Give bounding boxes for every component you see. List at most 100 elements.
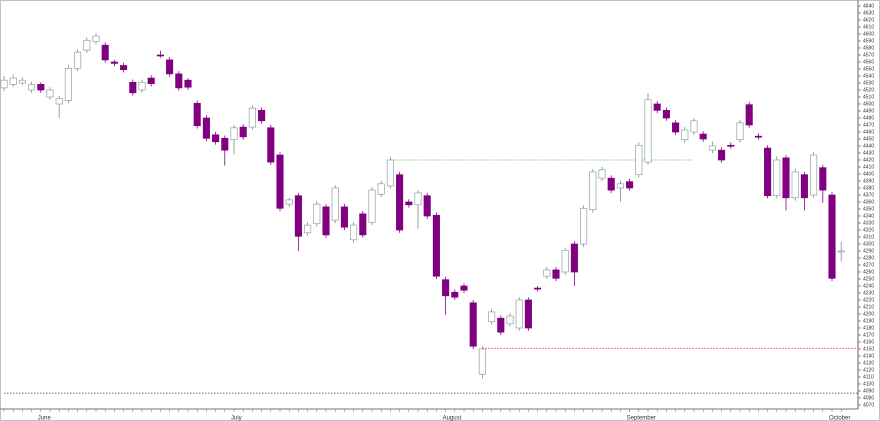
candle-body (534, 287, 542, 290)
candle-body (368, 189, 376, 223)
y-tick-label: 4160 (863, 339, 874, 345)
candle-body (313, 203, 321, 225)
candle-body (37, 84, 45, 91)
y-tick-label: 4300 (863, 241, 874, 247)
y-tick-label: 4210 (863, 304, 874, 310)
y-tick-label: 4550 (863, 66, 874, 72)
y-tick-label: 4340 (863, 213, 874, 219)
y-tick-label: 4120 (863, 367, 874, 373)
y-tick-label: 4630 (863, 10, 874, 16)
y-tick-label: 4190 (863, 318, 874, 324)
y-tick-label: 4070 (863, 402, 874, 408)
y-tick-label: 4110 (863, 374, 874, 380)
candle-body (304, 224, 312, 234)
y-tick-label: 4100 (863, 381, 874, 387)
y-tick-label: 4590 (863, 38, 874, 44)
candle-body (460, 285, 468, 291)
y-tick-label: 4360 (863, 199, 874, 205)
candle-body (644, 99, 652, 163)
y-tick-label: 4240 (863, 283, 874, 289)
y-tick-label: 4440 (863, 143, 874, 149)
candle-body (708, 145, 716, 151)
candle-body (166, 59, 174, 75)
candle-body (690, 120, 698, 133)
candle-body (331, 187, 339, 221)
candle-body (497, 317, 505, 333)
y-tick-label: 4260 (863, 269, 874, 275)
candle-body (718, 149, 726, 161)
candle-body (635, 144, 643, 176)
y-tick-label: 4290 (863, 248, 874, 254)
candle-body (230, 127, 238, 141)
y-tick-label: 4150 (863, 346, 874, 352)
candle-body (754, 135, 762, 138)
y-tick-label: 4380 (863, 185, 874, 191)
candle-body (258, 109, 266, 122)
candle-body (193, 102, 201, 127)
y-tick-label: 4140 (863, 353, 874, 359)
candle-body (828, 194, 836, 279)
y-tick-label: 4430 (863, 150, 874, 156)
candle-body (46, 89, 54, 98)
y-tick-label: 4200 (863, 311, 874, 317)
y-tick-label: 4170 (863, 332, 874, 338)
y-tick-label: 4640 (863, 3, 874, 9)
candle-body (423, 195, 431, 217)
candle-body (396, 174, 404, 231)
y-tick-label: 4540 (863, 73, 874, 79)
candle-body (626, 181, 634, 189)
candle-body (120, 65, 128, 71)
candle-body (74, 51, 82, 69)
candle-body (267, 127, 275, 163)
candle-body (101, 44, 109, 61)
y-tick-label: 4230 (863, 290, 874, 296)
y-tick-label: 4390 (863, 178, 874, 184)
candle-body (810, 154, 818, 196)
y-tick-label: 4080 (863, 395, 874, 401)
candle-body (276, 154, 284, 209)
y-tick-label: 4600 (863, 31, 874, 37)
candle-body (488, 311, 496, 323)
x-tick-label: August (443, 416, 462, 421)
y-tick-label: 4450 (863, 136, 874, 142)
candle-body (580, 207, 588, 245)
y-tick-label: 4510 (863, 94, 874, 100)
y-tick-label: 4130 (863, 360, 874, 366)
candle-body (405, 201, 413, 206)
candle-body (248, 107, 256, 128)
candle-body (515, 299, 523, 329)
candle-body (524, 299, 532, 329)
y-tick-label: 4570 (863, 52, 874, 58)
candle-body (138, 81, 146, 91)
candle-body (110, 61, 118, 64)
candle-body (469, 302, 477, 347)
candle-body (432, 214, 440, 277)
candle-body (745, 104, 753, 126)
x-tick-label: June (38, 416, 52, 421)
candle-body (506, 315, 514, 325)
y-tick-label: 4500 (863, 101, 874, 107)
candle-body (773, 159, 781, 197)
y-tick-label: 4280 (863, 255, 874, 261)
y-tick-label: 4400 (863, 171, 874, 177)
y-tick-label: 4310 (863, 234, 874, 240)
candle-body (442, 279, 450, 297)
y-tick-label: 4370 (863, 192, 874, 198)
y-tick-label: 4410 (863, 164, 874, 170)
y-tick-label: 4610 (863, 24, 874, 30)
y-tick-label: 4470 (863, 122, 874, 128)
candle-body (598, 169, 606, 179)
candle-body (764, 147, 772, 197)
candle-body (589, 171, 597, 211)
candle-body (221, 137, 229, 151)
candle-body (736, 122, 744, 141)
candle-body (800, 174, 808, 199)
candle-body (322, 206, 330, 236)
candle-body (147, 77, 155, 85)
candle-body (212, 134, 220, 143)
y-tick-label: 4530 (863, 80, 874, 86)
y-tick-label: 4620 (863, 17, 874, 23)
y-tick-label: 4220 (863, 297, 874, 303)
